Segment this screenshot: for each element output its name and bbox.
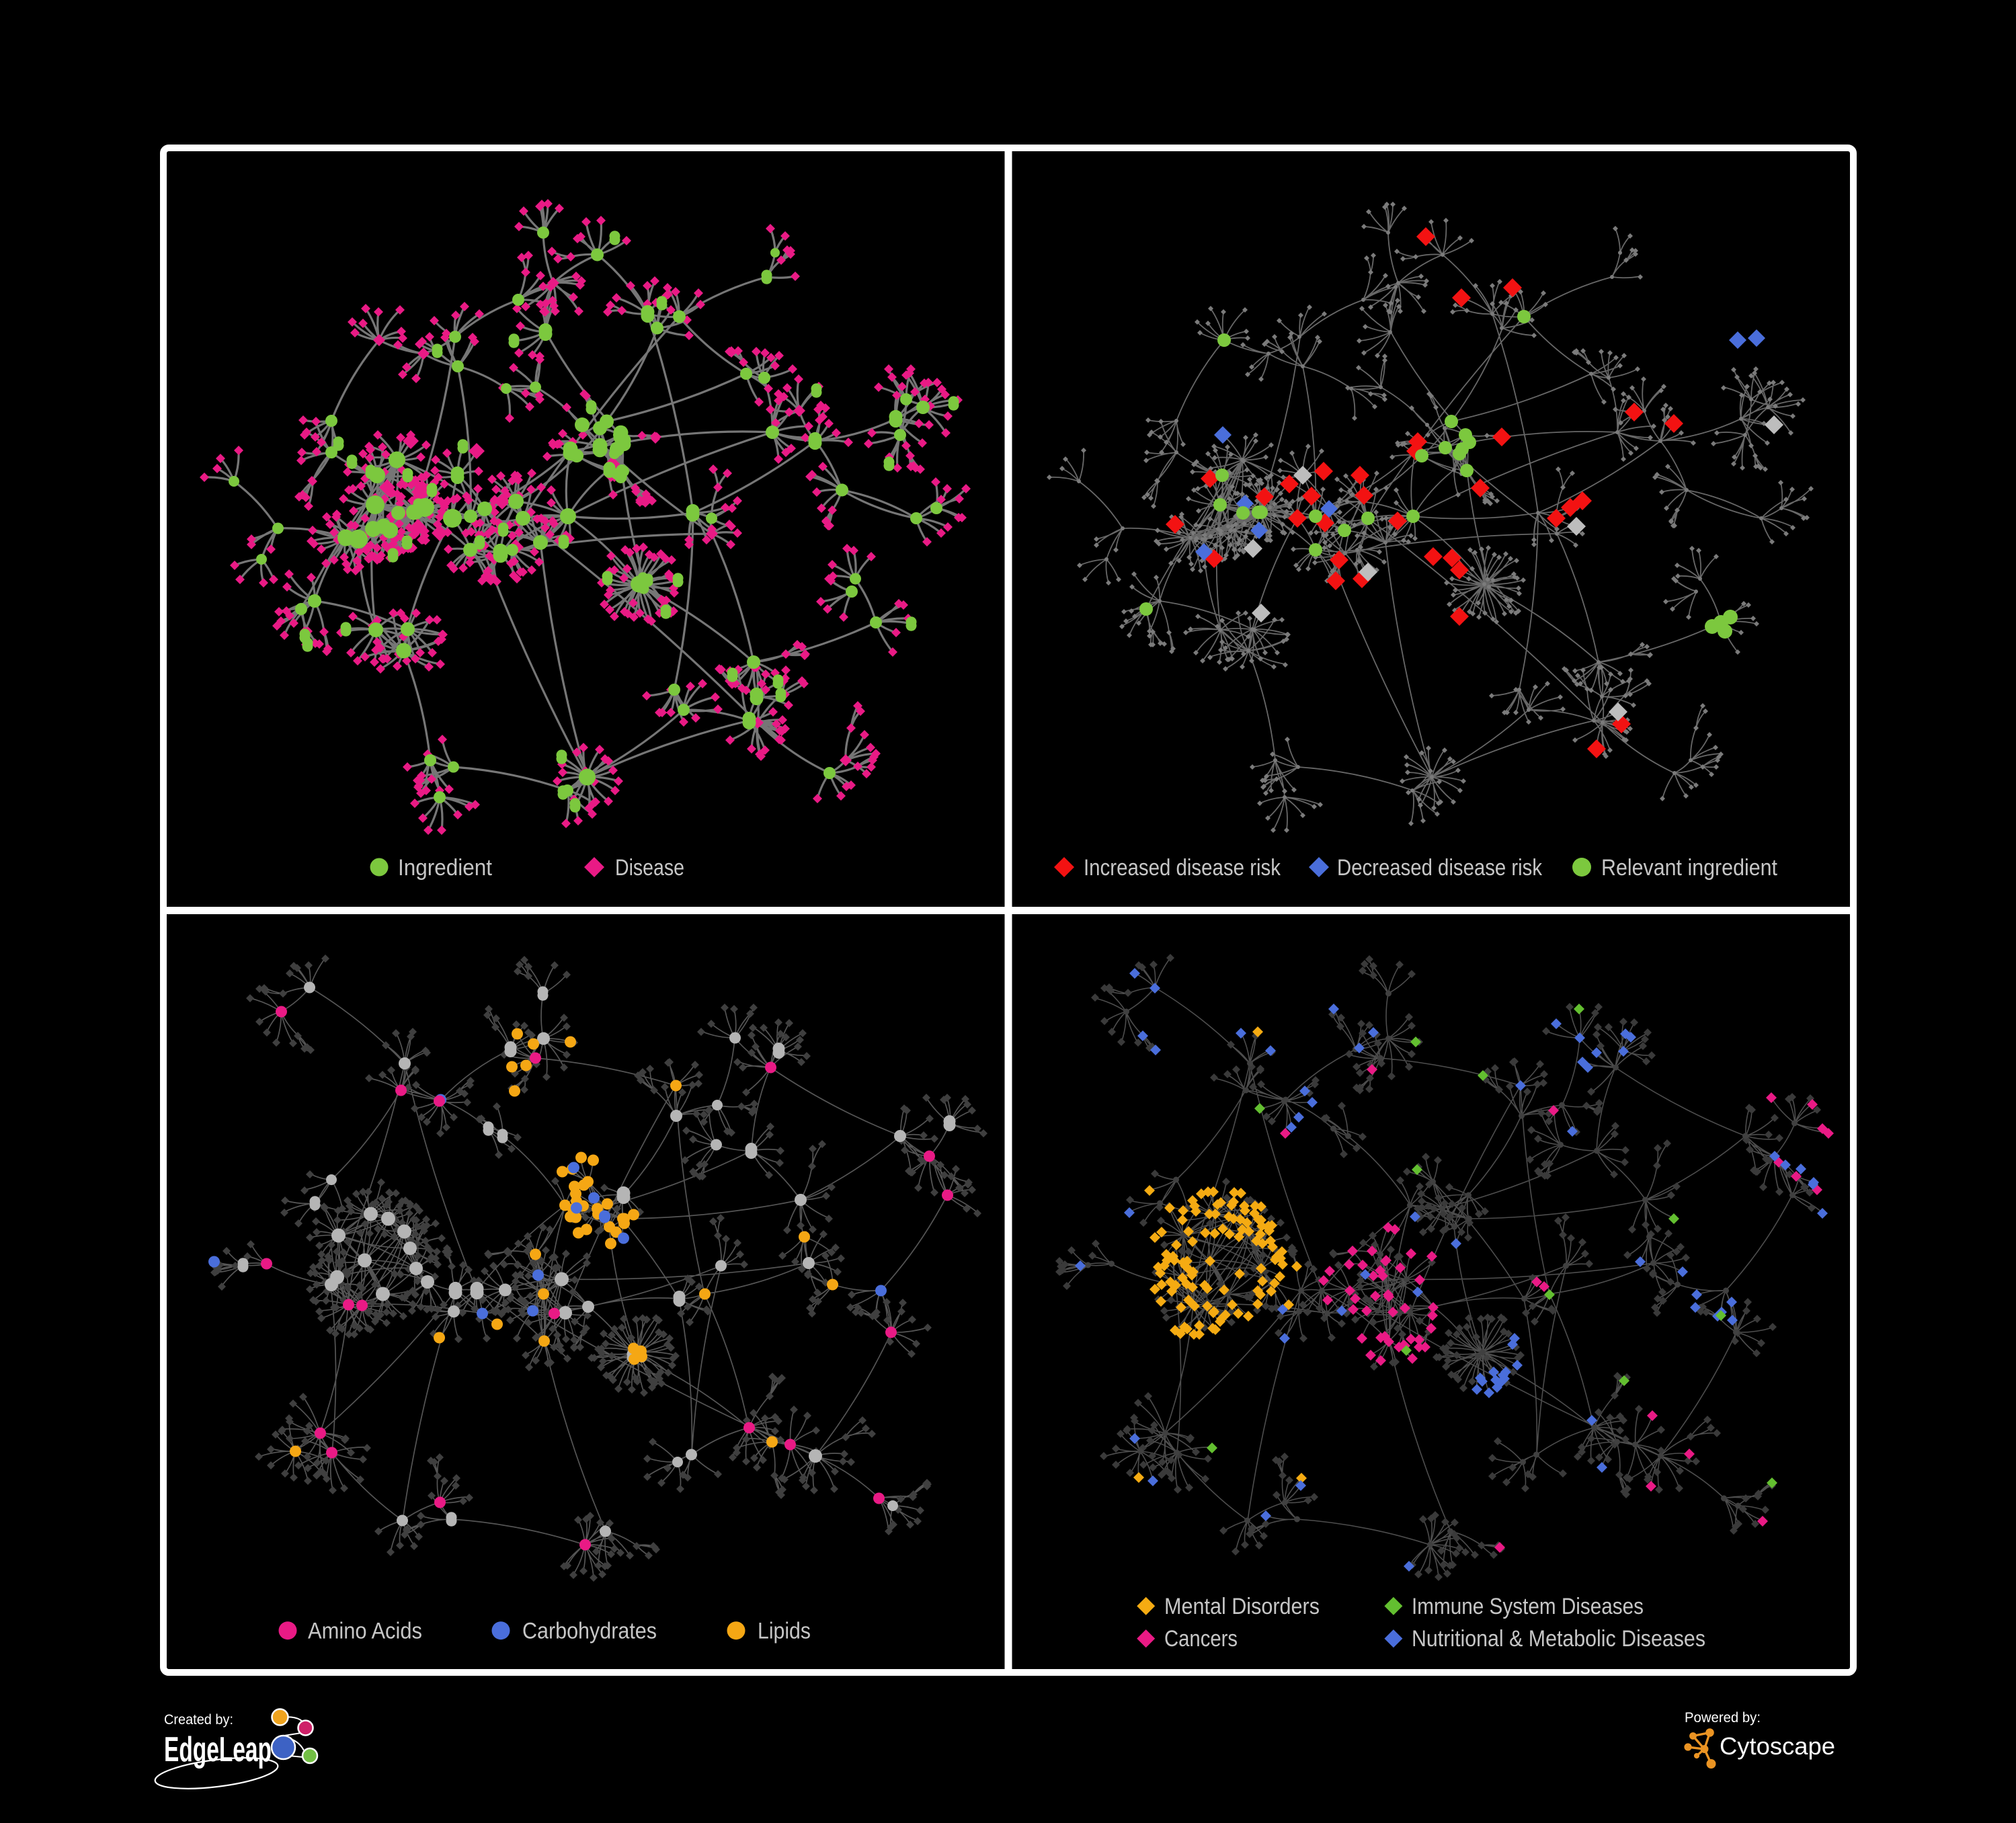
svg-text:Cancers: Cancers (1164, 1626, 1238, 1652)
svg-text:Carbohydrates: Carbohydrates (522, 1619, 657, 1644)
svg-text:Disease: Disease (615, 855, 684, 881)
svg-text:Ingredient: Ingredient (398, 855, 493, 881)
svg-text:Created by:: Created by: (164, 1712, 233, 1728)
svg-text:Lipids: Lipids (758, 1619, 811, 1644)
svg-text:Nutritional & Metabolic Diseas: Nutritional & Metabolic Diseases (1412, 1626, 1705, 1652)
svg-text:Immune System Diseases: Immune System Diseases (1412, 1594, 1644, 1619)
svg-text:Increased disease risk: Increased disease risk (1084, 855, 1281, 881)
svg-text:Mental Disorders: Mental Disorders (1164, 1594, 1320, 1619)
svg-text:Amino Acids: Amino Acids (308, 1619, 422, 1644)
svg-text:Powered by:: Powered by: (1685, 1710, 1761, 1726)
svg-text:EdgeLeap: EdgeLeap (164, 1730, 272, 1769)
svg-text:Cytoscape: Cytoscape (1720, 1732, 1835, 1760)
svg-text:Decreased disease risk: Decreased disease risk (1337, 855, 1543, 881)
svg-text:Relevant ingredient: Relevant ingredient (1601, 855, 1777, 881)
